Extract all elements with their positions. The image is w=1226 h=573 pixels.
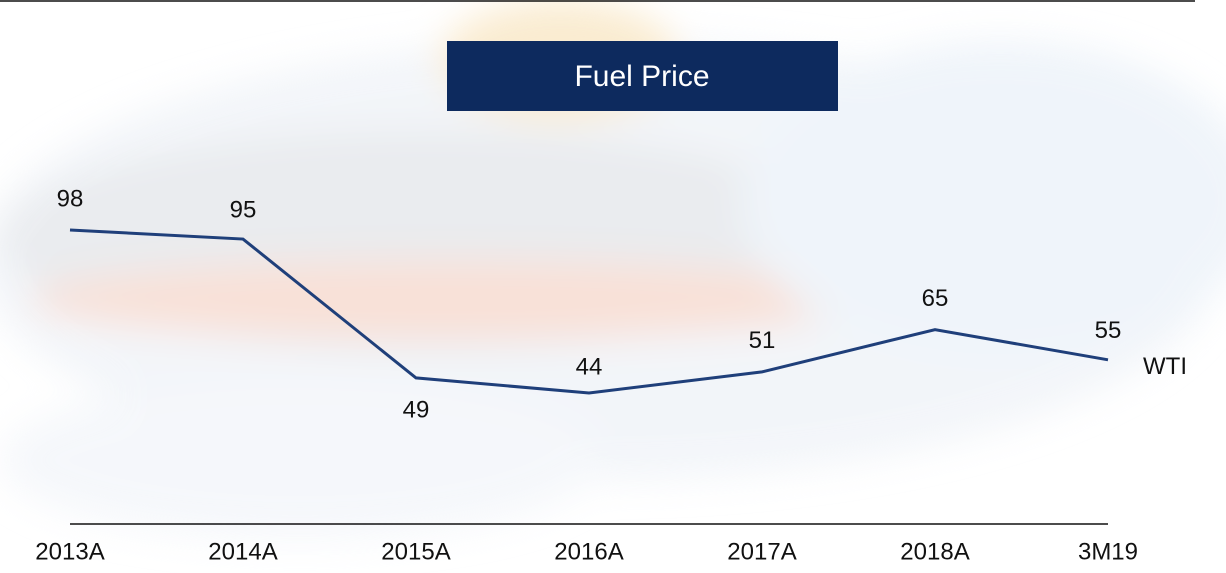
x-tick-label: 2016A xyxy=(554,538,623,565)
x-tick-label: 2017A xyxy=(727,538,796,565)
x-tick-label: 2013A xyxy=(35,538,104,565)
x-tick-label: 3M19 xyxy=(1078,538,1138,565)
data-label: 98 xyxy=(57,185,84,212)
data-label: 51 xyxy=(749,327,776,354)
x-tick-label: 2018A xyxy=(900,538,969,565)
chart-title: Fuel Price xyxy=(574,60,709,93)
data-label: 44 xyxy=(576,353,603,380)
data-label: 55 xyxy=(1095,317,1122,344)
title-box xyxy=(447,41,838,111)
series-label: WTI xyxy=(1143,353,1187,380)
line xyxy=(69,228,1109,395)
data-label: 65 xyxy=(922,285,949,312)
data-label: 49 xyxy=(403,396,430,423)
x-tick-label: 2015A xyxy=(381,538,450,565)
x-tick-label: 2014A xyxy=(208,538,277,565)
data-label: 95 xyxy=(230,196,257,223)
